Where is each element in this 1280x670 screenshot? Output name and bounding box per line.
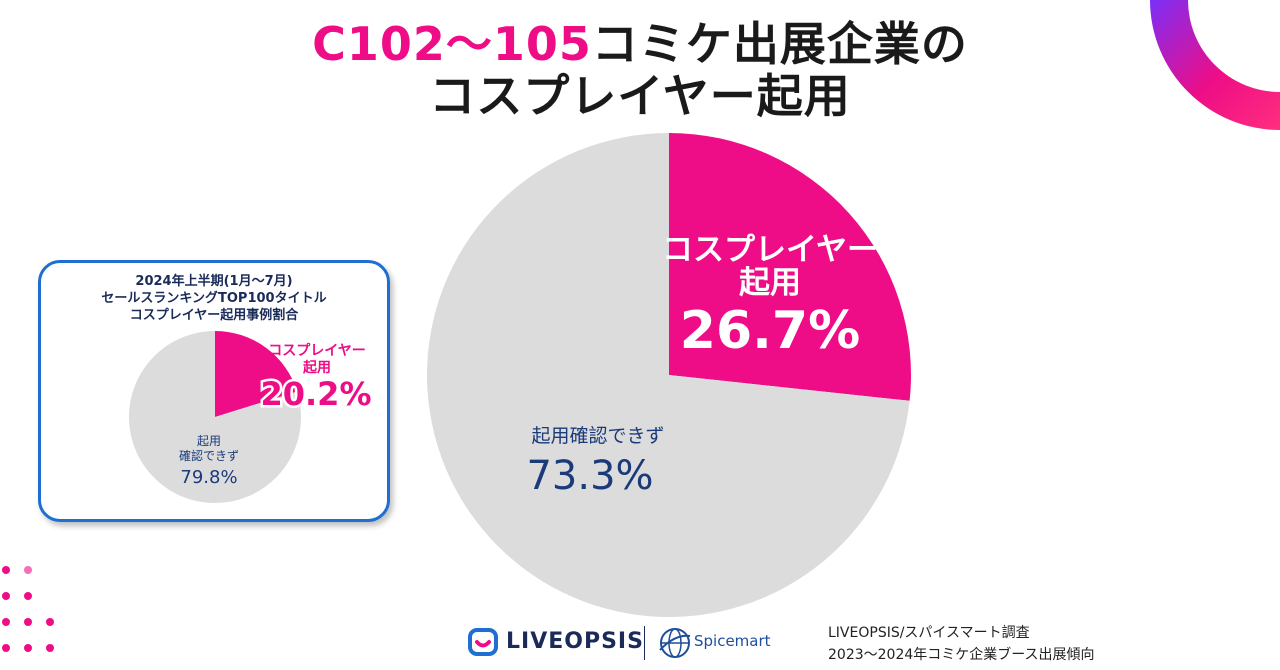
slice-label-cosplayer-line-2: 起用 xyxy=(739,265,801,301)
globe-icon xyxy=(659,628,691,658)
inset-slice-label-cosplayer-line-1: コスプレイヤー xyxy=(268,343,366,359)
liveopsis-logo-text: LIVEOPSIS xyxy=(506,629,644,654)
title-line-2: コスプレイヤー起用 xyxy=(429,69,851,123)
source-note: LIVEOPSIS/スパイスマート調査 2023〜2024年コミケ企業ブース出展… xyxy=(828,622,1095,666)
value-label-unconfirmed: 73.3% xyxy=(526,453,653,499)
inset-value-label-cosplayer: 20.2% xyxy=(260,375,371,413)
inset-pie-slice-cosplayer xyxy=(215,331,298,417)
pie-slice-unconfirmed xyxy=(426,133,910,617)
spicemart-logo-text: Spicemart xyxy=(694,632,771,650)
inset-slice-label-unconfirmed-line-2: 確認できず xyxy=(179,448,239,463)
inset-value-label-unconfirmed: 79.8% xyxy=(180,467,237,488)
slice-label-unconfirmed: 起用確認できず xyxy=(531,425,664,447)
corner-ring-decoration xyxy=(1150,0,1280,130)
inset-panel: 2024年上半期(1月〜7月) セールスランキングTOP100タイトル コスプレ… xyxy=(38,260,390,522)
page-title: C102〜105コミケ出展企業の コスプレイヤー起用 xyxy=(0,18,1280,122)
inset-slice-label-cosplayer-line-2: 起用 xyxy=(302,359,331,376)
dot-pattern-decoration xyxy=(2,566,54,652)
inset-title: 2024年上半期(1月〜7月) セールスランキングTOP100タイトル コスプレ… xyxy=(41,273,387,324)
title-line-1-rest: コミケ出展企業の xyxy=(591,17,968,71)
source-line-2: 2023〜2024年コミケ企業ブース出展傾向 xyxy=(828,647,1095,663)
source-line-1: LIVEOPSIS/スパイスマート調査 xyxy=(828,625,1030,641)
inset-slice-label-unconfirmed-line-1: 起用 xyxy=(197,434,221,448)
inset-title-line-3: コスプレイヤー起用事例割合 xyxy=(129,308,299,323)
liveopsis-logo-icon xyxy=(468,628,498,656)
logo-divider xyxy=(644,626,645,660)
title-line-1: C102〜105コミケ出展企業の xyxy=(0,18,1280,70)
pie-slice-cosplayer xyxy=(669,133,911,401)
value-label-cosplayer: 26.7% xyxy=(680,301,860,361)
inset-title-line-1: 2024年上半期(1月〜7月) xyxy=(135,274,293,289)
inset-title-line-2: セールスランキングTOP100タイトル xyxy=(101,291,327,306)
title-accent: C102〜105 xyxy=(312,17,592,71)
inset-pie-slice-unconfirmed xyxy=(129,331,301,503)
slice-label-cosplayer-line-1: コスプレイヤー xyxy=(662,232,878,268)
